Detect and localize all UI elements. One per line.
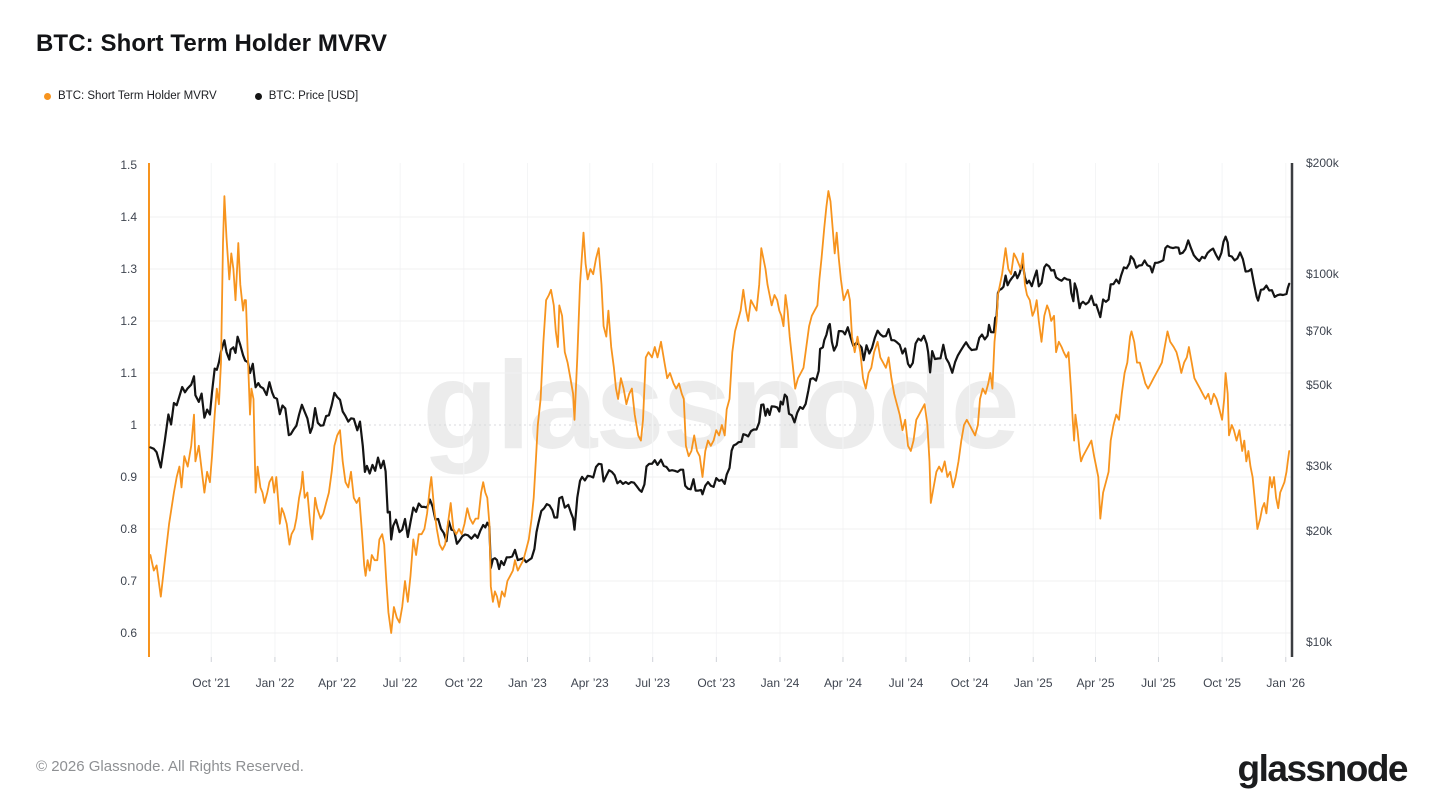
x-axis-label: Jul ’24	[888, 676, 924, 690]
glassnode-watermark: glassnode	[422, 337, 1019, 475]
x-axis-label: Jan ’24	[760, 676, 800, 690]
page-title: BTC: Short Term Holder MVRV	[36, 30, 388, 57]
right-axis-label: $50k	[1306, 377, 1333, 392]
left-axis-label: 1.4	[120, 210, 137, 224]
right-axis-label: $200k	[1306, 156, 1339, 170]
x-axis-label: Apr ’24	[823, 676, 862, 690]
left-axis-label: 1	[130, 418, 137, 432]
left-axis-label: 1.3	[120, 262, 137, 276]
x-axis-label: Jan ’26	[1266, 676, 1306, 690]
legend-dot-icon	[254, 92, 262, 100]
price-line-series	[149, 235, 1291, 571]
glassnode-logo: glassnode	[1237, 748, 1409, 789]
legend-item-price[interactable]: BTC: Price [USD]	[254, 90, 359, 102]
legend-item-label: BTC: Short Term Holder MVRV	[58, 90, 217, 102]
legend: BTC: Short Term Holder MVRV BTC: Price [U…	[44, 90, 358, 102]
right-axis-label: $100k	[1306, 266, 1339, 281]
left-axis-label: 0.7	[120, 574, 137, 588]
x-axis-label: Jul ’23	[635, 676, 671, 690]
left-axis-label: 1.5	[120, 158, 137, 172]
x-axis-label: Oct ’25	[1203, 676, 1242, 690]
mvrv-line-series	[149, 190, 1291, 634]
right-axis-label: $10k	[1306, 635, 1333, 650]
x-axis-label: Jul ’22	[382, 676, 418, 690]
x-axis-label: Apr ’25	[1076, 676, 1115, 690]
x-axis-label: Oct ’24	[950, 676, 989, 690]
left-axis-label: 1.1	[120, 366, 137, 380]
left-axis-label: 0.9	[120, 470, 137, 484]
chart-plot-area[interactable]	[149, 163, 1292, 657]
legend-dot-icon	[44, 92, 51, 100]
legend-item-label: BTC: Price [USD]	[268, 90, 359, 102]
x-axis-label: Jul ’25	[1141, 676, 1176, 690]
x-axis-label: Oct ’22	[444, 676, 483, 690]
left-axis-label: 1.2	[120, 314, 137, 328]
right-axis-label: $70k	[1306, 323, 1333, 338]
right-axis-label: $20k	[1306, 524, 1333, 539]
left-axis-label: 0.6	[120, 626, 137, 640]
x-axis-label: Oct ’23	[697, 676, 736, 690]
x-axis-label: Apr ’23	[570, 676, 609, 690]
right-axis-label: $30k	[1306, 459, 1333, 474]
copyright-text: © 2026 Glassnode. All Rights Reserved.	[36, 758, 304, 775]
left-axis-label: 0.8	[120, 522, 137, 536]
x-axis-label: Jan ’22	[255, 676, 295, 690]
x-axis-label: Apr ’22	[318, 676, 357, 690]
x-axis-label: Jan ’23	[508, 676, 547, 690]
x-axis-label: Jan ’25	[1013, 676, 1053, 690]
legend-item-mvrv[interactable]: BTC: Short Term Holder MVRV	[44, 90, 217, 102]
x-axis-label: Oct ’21	[192, 676, 231, 690]
